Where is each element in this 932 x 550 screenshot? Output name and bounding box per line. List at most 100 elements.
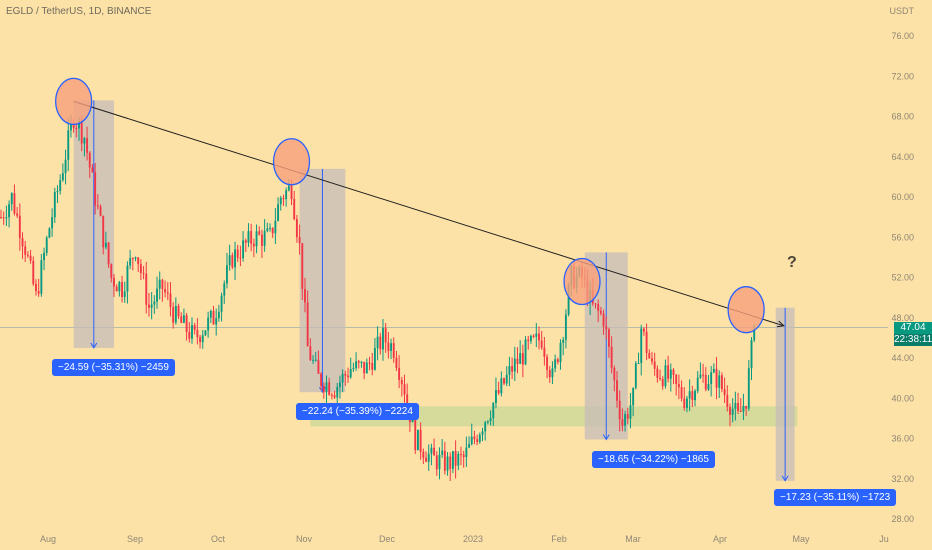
candle-body — [67, 130, 70, 160]
candle-body — [258, 231, 261, 235]
candle-body — [80, 120, 83, 144]
candle-body — [513, 358, 516, 372]
bar-countdown: 22:38:11 — [894, 334, 932, 346]
candle-body — [562, 339, 565, 343]
candle-body — [199, 337, 202, 343]
candle-body — [664, 365, 667, 387]
candle-body — [699, 374, 702, 378]
measurement-label-may[interactable]: −17.23 (−35.11%) −1723 — [774, 489, 897, 506]
y-tick-label: 68.00 — [891, 112, 914, 122]
measurement-label-feb[interactable]: −18.65 (−34.22%) −1865 — [592, 451, 715, 468]
measurement-label-aug[interactable]: −24.59 (−35.31%) −2459 — [52, 359, 175, 376]
candle-body — [338, 382, 341, 387]
candle-body — [182, 315, 185, 323]
candle-body — [637, 362, 640, 364]
candle-body — [317, 359, 320, 374]
currency-unit: USDT — [889, 6, 915, 16]
candle-body — [196, 329, 199, 338]
candle-body — [387, 342, 390, 351]
candle-body — [747, 368, 750, 409]
candle-body — [40, 260, 43, 294]
candle-body — [131, 258, 134, 260]
candle-body — [696, 377, 699, 391]
candle-body — [212, 310, 215, 325]
candle-body — [282, 197, 285, 200]
candle-body — [309, 346, 312, 361]
candle-body — [266, 228, 269, 232]
candle-body — [414, 417, 417, 451]
candle-body — [16, 213, 19, 216]
candle-body — [624, 414, 627, 426]
candle-body — [32, 260, 35, 284]
candle-body — [24, 246, 27, 255]
candle-body — [158, 279, 161, 289]
y-tick-label: 64.00 — [891, 152, 914, 162]
candle-body — [209, 310, 212, 318]
candle-body — [446, 456, 449, 471]
candle-body — [462, 454, 465, 458]
measurement-label-nov[interactable]: −22.24 (−35.39%) −2224 — [296, 403, 419, 420]
candle-body — [497, 390, 500, 394]
candle-body — [172, 307, 175, 323]
candle-body — [269, 227, 271, 229]
candle-body — [26, 254, 29, 256]
candle-body — [691, 391, 694, 401]
candle-body — [529, 335, 532, 342]
candle-body — [653, 361, 656, 369]
symbol-title[interactable]: EGLD / TetherUS, 1D, BINANCE — [6, 6, 152, 17]
candle-body — [511, 366, 514, 372]
candle-body — [634, 363, 637, 388]
y-tick-label: 36.00 — [891, 434, 914, 444]
candle-body — [454, 451, 457, 466]
candle-body — [373, 348, 376, 370]
candle-body — [392, 343, 395, 358]
candle-body — [481, 431, 484, 435]
candle-body — [137, 257, 140, 265]
candle-body — [193, 325, 196, 330]
candle-body — [642, 328, 645, 332]
candle-body — [677, 383, 680, 388]
candle-body — [495, 390, 497, 404]
candle-body — [2, 217, 5, 219]
candle-body — [260, 234, 263, 246]
candle-body — [64, 159, 67, 174]
candle-body — [164, 289, 167, 293]
x-tick-label: Ju — [879, 534, 889, 544]
candle-body — [540, 340, 543, 348]
candle-body — [191, 325, 193, 339]
x-tick-label: May — [792, 534, 810, 544]
candle-body — [492, 403, 495, 419]
candle-body — [363, 361, 366, 374]
candle-body — [169, 293, 172, 308]
measurement-arrowhead — [781, 475, 789, 482]
candle-body — [277, 204, 280, 221]
candle-body — [347, 375, 349, 378]
candle-body — [371, 363, 374, 370]
candle-body — [438, 454, 441, 470]
candle-body — [524, 339, 527, 365]
candle-body — [659, 377, 661, 379]
candle-body — [134, 257, 137, 259]
candle-body — [508, 366, 511, 375]
y-tick-label: 32.00 — [891, 474, 914, 484]
x-tick-label: Feb — [551, 534, 567, 544]
candle-body — [527, 339, 530, 342]
candle-body — [129, 258, 132, 266]
candle-body — [607, 329, 610, 347]
candle-body — [10, 193, 13, 205]
candle-body — [35, 283, 37, 292]
candle-body — [274, 220, 277, 234]
candle-body — [126, 265, 129, 292]
y-tick-label: 72.00 — [891, 71, 914, 81]
candle-body — [344, 373, 347, 376]
candle-body — [51, 217, 54, 229]
candle-body — [680, 387, 683, 399]
candle-body — [535, 333, 538, 337]
candle-body — [382, 328, 384, 350]
candle-body — [250, 231, 253, 244]
question-mark-annotation: ? — [787, 254, 797, 271]
candle-body — [688, 391, 691, 399]
candle-body — [683, 398, 686, 408]
candle-body — [285, 190, 288, 200]
